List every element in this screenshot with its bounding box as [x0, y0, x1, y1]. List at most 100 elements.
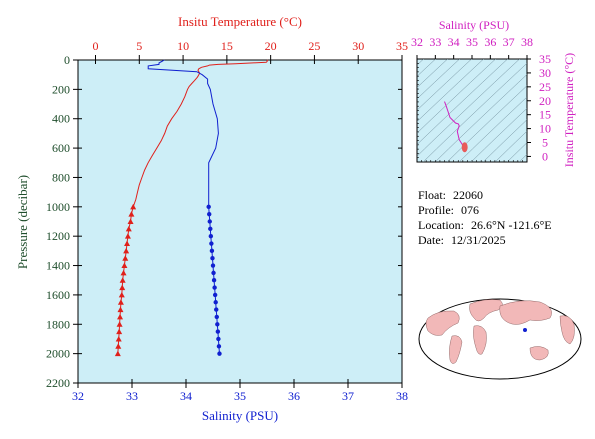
salinity-marker — [211, 270, 216, 276]
density-contour — [470, 107, 527, 162]
top-tick-label: 30 — [352, 39, 364, 53]
ts-deep-cluster — [461, 142, 468, 153]
salinity-marker — [215, 329, 221, 334]
temperature-marker — [117, 299, 124, 305]
temperature-marker — [121, 262, 128, 269]
density-contour — [494, 130, 527, 162]
salinity-marker — [207, 211, 212, 217]
temperature-marker — [116, 321, 123, 327]
salinity-marker — [206, 204, 211, 210]
density-contour — [417, 59, 472, 111]
density-contour — [417, 59, 436, 77]
temperature-marker — [120, 269, 127, 276]
bottom-tick-label: 37 — [342, 389, 354, 403]
ts-top-tick-label: 33 — [429, 35, 441, 49]
temperature-marker — [124, 240, 131, 247]
salinity-marker — [210, 263, 216, 268]
top-tick-label: 5 — [136, 39, 142, 53]
profile-plot-area — [77, 59, 403, 384]
salinity-marker — [216, 344, 222, 349]
top-tick-label: 25 — [308, 39, 320, 53]
temperature-marker — [116, 328, 123, 335]
salinity-marker — [214, 307, 219, 312]
temperature-marker — [124, 233, 131, 239]
salinity-marker — [209, 248, 215, 254]
temperature-marker — [119, 277, 126, 283]
density-contour — [521, 39, 595, 172]
date-label: Date: — [418, 233, 444, 247]
bottom-tick-label: 36 — [288, 389, 300, 403]
salinity-marker — [217, 351, 222, 356]
density-contour — [417, 59, 508, 145]
salinity-marker — [211, 278, 217, 283]
ts-right-axis-title: Insitu Temperature (°C) — [562, 53, 576, 167]
top-axis-title: Insitu Temperature (°C) — [178, 14, 302, 29]
ts-density-contours — [417, 39, 595, 172]
ts-series — [444, 101, 468, 153]
temperature-marker — [117, 313, 124, 320]
left-tick-label: 1800 — [46, 317, 70, 331]
ts-right-tick-label: 20 — [539, 94, 551, 108]
top-tick-label: 15 — [221, 39, 233, 53]
ts-top-tick-label: 37 — [503, 35, 515, 49]
left-tick-label: 800 — [52, 170, 70, 184]
left-tick-label: 600 — [52, 141, 70, 155]
density-contour — [482, 119, 527, 162]
salinity-marker — [215, 322, 220, 327]
temperature-marker — [127, 218, 134, 224]
density-contour — [417, 59, 460, 100]
profile-markers — [114, 203, 222, 357]
ts-plot-area — [416, 58, 528, 163]
ts-right-tick-label: 10 — [539, 122, 551, 136]
density-contour — [417, 59, 496, 134]
density-contour — [446, 85, 527, 162]
temperature-marker — [122, 255, 129, 261]
salinity-marker — [213, 300, 218, 305]
density-contour — [417, 59, 520, 157]
ts-right-tick-label: 35 — [539, 52, 551, 66]
temperature-marker — [130, 203, 137, 210]
salinity-marker — [212, 292, 218, 298]
density-contour — [417, 59, 424, 66]
salinity-marker — [216, 336, 221, 342]
left-tick-label: 200 — [52, 82, 70, 96]
profile-axis-ticks: 0 5 10 15 20 25 30 35 32 33 34 35 36 37 38 0 200 400 600 80… — [46, 39, 408, 403]
temperature-marker — [125, 225, 132, 232]
left-tick-label: 1000 — [46, 200, 70, 214]
temperature-marker — [118, 291, 125, 298]
ts-right-tick-label: 25 — [539, 80, 551, 94]
location-label: Location: — [418, 218, 464, 232]
salinity-marker — [210, 256, 215, 261]
bottom-axis-title: Salinity (PSU) — [202, 408, 278, 423]
left-tick-label: 400 — [52, 112, 70, 126]
salinity-marker — [209, 241, 214, 246]
ts-top-tick-label: 35 — [466, 35, 478, 49]
profile-value: 076 — [461, 203, 479, 217]
salinity-marker — [214, 314, 219, 320]
ts-right-tick-label: 5 — [542, 136, 548, 150]
left-tick-label: 2000 — [46, 347, 70, 361]
float-label: Float: — [418, 188, 447, 202]
float-value: 22060 — [453, 188, 484, 202]
bottom-tick-label: 34 — [180, 389, 192, 403]
temperature-marker — [123, 247, 130, 254]
ts-right-tick-label: 15 — [539, 108, 551, 122]
density-contour — [422, 62, 527, 162]
ts-top-axis-title: Salinity (PSU) — [439, 18, 509, 32]
density-contour — [518, 153, 527, 162]
temperature-marker — [115, 343, 122, 349]
top-tick-label: 10 — [177, 39, 189, 53]
bottom-tick-label: 35 — [234, 389, 246, 403]
ts-right-tick-label: 0 — [542, 149, 548, 163]
salinity-marker — [208, 226, 213, 232]
ts-top-tick-label: 34 — [448, 35, 460, 49]
density-contour — [506, 142, 527, 162]
temperature-marker — [128, 211, 135, 217]
left-tick-label: 2200 — [46, 376, 70, 390]
left-axis-title: Pressure (decibar) — [15, 175, 30, 269]
density-contour — [417, 59, 448, 88]
left-tick-label: 1400 — [46, 259, 70, 273]
top-tick-label: 35 — [396, 39, 408, 53]
